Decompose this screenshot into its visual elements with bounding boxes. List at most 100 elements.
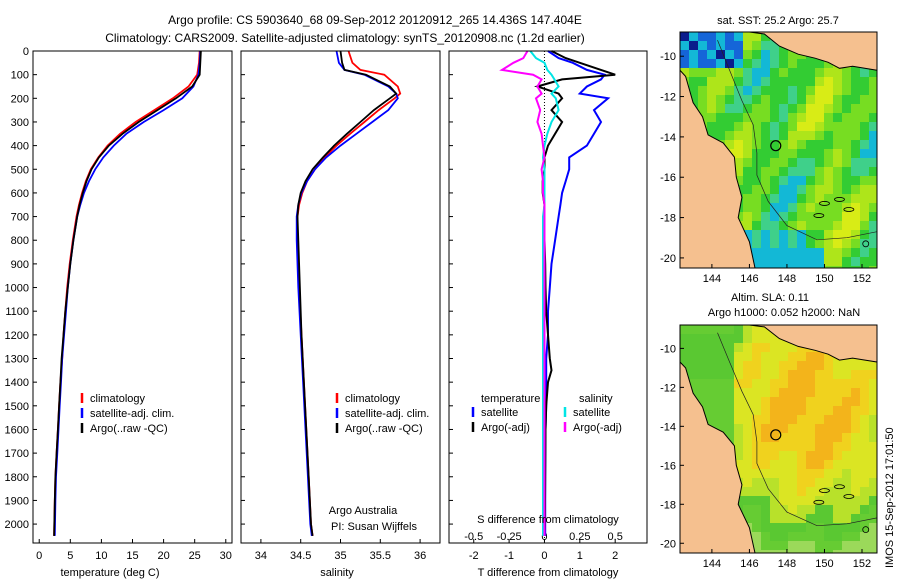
sla-map-pixel bbox=[833, 379, 842, 388]
sst-map-pixel bbox=[869, 230, 877, 239]
sst-map-pixel bbox=[842, 86, 851, 95]
salinity-diff-tick-label: 0.5 bbox=[608, 531, 623, 543]
sst-map-pixel bbox=[815, 221, 824, 230]
sst-map-pixel bbox=[725, 95, 734, 104]
sla-map-pixel bbox=[797, 415, 806, 424]
sst-map-pixel bbox=[806, 68, 815, 77]
sst-map-pixel bbox=[725, 140, 734, 149]
sst-map-pixel bbox=[689, 32, 698, 41]
sla-map-pixel bbox=[716, 424, 725, 433]
sla-map-pixel bbox=[770, 478, 779, 487]
salinity-xtick-label: 34.5 bbox=[290, 550, 311, 562]
sla-map-pixel bbox=[797, 433, 806, 442]
sla-map-pixel bbox=[770, 469, 779, 478]
sla-map-pixel bbox=[743, 343, 752, 352]
sst-map-pixel bbox=[842, 221, 851, 230]
sst-map-pixel bbox=[833, 77, 842, 86]
sst-map-pixel bbox=[860, 194, 869, 203]
sla-map-pixel bbox=[860, 397, 869, 406]
sst-map-pixel bbox=[779, 59, 788, 68]
sst-map-pixel bbox=[761, 203, 770, 212]
sla-map-pixel bbox=[743, 451, 752, 460]
sla-map-pixel bbox=[734, 352, 743, 361]
sst-map-pixel bbox=[842, 230, 851, 239]
sst-map-pixel bbox=[752, 122, 761, 131]
sst-map-pixel bbox=[851, 158, 860, 167]
sst-map-pixel bbox=[770, 59, 779, 68]
sst-map-pixel bbox=[788, 158, 797, 167]
sla-map-pixel bbox=[797, 397, 806, 406]
sla-map-pixel bbox=[797, 460, 806, 469]
sst-map-pixel bbox=[707, 95, 716, 104]
sla-map-pixel bbox=[842, 388, 851, 397]
sst-map-pixel bbox=[869, 77, 877, 86]
sla-map-pixel bbox=[824, 514, 833, 523]
sla-map-pixel bbox=[869, 388, 877, 397]
sst-map-pixel bbox=[707, 77, 716, 86]
sla-map-pixel bbox=[752, 514, 761, 523]
sst-map-pixel bbox=[770, 113, 779, 122]
sst-map-pixel bbox=[833, 257, 842, 266]
sst-map-pixel bbox=[788, 239, 797, 248]
sst-map-pixel bbox=[833, 167, 842, 176]
sla-map-pixel bbox=[743, 424, 752, 433]
sla-map-pixel bbox=[779, 505, 788, 514]
sla-map-pixel bbox=[806, 397, 815, 406]
sst-map-pixel bbox=[716, 86, 725, 95]
sla-map-pixel bbox=[824, 433, 833, 442]
sst-map-pixel bbox=[815, 167, 824, 176]
sla-map-pixel bbox=[824, 388, 833, 397]
sst-map-pixel bbox=[770, 104, 779, 113]
sst-map-pixel bbox=[779, 104, 788, 113]
sla-map-pixel bbox=[842, 550, 851, 553]
sst-map-pixel bbox=[770, 122, 779, 131]
sst-map-pixel bbox=[833, 176, 842, 185]
sst-map-pixel bbox=[842, 131, 851, 140]
sst-map-pixel bbox=[743, 41, 752, 50]
sla-map-pixel bbox=[788, 397, 797, 406]
sst-map-pixel bbox=[869, 158, 877, 167]
sst-map-pixel bbox=[806, 77, 815, 86]
sla-map-pixel bbox=[860, 541, 869, 550]
series-salinity-argo-adj- bbox=[499, 50, 546, 536]
sla-map-pixel bbox=[851, 370, 860, 379]
sst-map-pixel bbox=[824, 86, 833, 95]
series-salinity-satellite bbox=[529, 50, 560, 536]
sla-map-pixel bbox=[806, 451, 815, 460]
sla-map-pixel bbox=[806, 478, 815, 487]
sla-map-pixel bbox=[788, 505, 797, 514]
sla-map-pixel bbox=[851, 478, 860, 487]
sst-map-pixel bbox=[869, 122, 877, 131]
sst-map-pixel bbox=[824, 59, 833, 68]
sla-map-pixel bbox=[788, 415, 797, 424]
sst-map-pixel bbox=[788, 59, 797, 68]
sst-map-pixel bbox=[842, 140, 851, 149]
sst-map-pixel bbox=[779, 248, 788, 257]
sla-map-pixel bbox=[869, 496, 877, 505]
sst-map-pixel bbox=[689, 41, 698, 50]
sla-map-pixel bbox=[860, 460, 869, 469]
sla-map-pixel bbox=[842, 469, 851, 478]
sla-map-pixel bbox=[824, 397, 833, 406]
sst-map-pixel bbox=[761, 122, 770, 131]
sla-map-pixel bbox=[743, 433, 752, 442]
sst-map-pixel bbox=[761, 230, 770, 239]
sst-map-pixel bbox=[833, 86, 842, 95]
sla-map-pixel bbox=[725, 424, 734, 433]
sst-map-pixel bbox=[824, 248, 833, 257]
depth-tick-label: 700 bbox=[11, 212, 29, 224]
sla-map-pixel bbox=[806, 505, 815, 514]
sst-map-pixel bbox=[788, 212, 797, 221]
series-argo-raw bbox=[296, 50, 398, 537]
sla-map-reef-outline bbox=[843, 494, 855, 499]
sst-map-pixel bbox=[869, 167, 877, 176]
salinity-xtick-label: 36 bbox=[414, 550, 426, 562]
series-satellite-adj-clim bbox=[295, 50, 399, 537]
sla-map-pixel bbox=[860, 487, 869, 496]
sst-map-pixel bbox=[851, 113, 860, 122]
sst-map-pixel bbox=[806, 59, 815, 68]
sla-map-pixel bbox=[869, 361, 877, 370]
sla-map-pixel bbox=[806, 460, 815, 469]
sst-map-pixel bbox=[752, 59, 761, 68]
sst-map-pixel bbox=[833, 122, 842, 131]
